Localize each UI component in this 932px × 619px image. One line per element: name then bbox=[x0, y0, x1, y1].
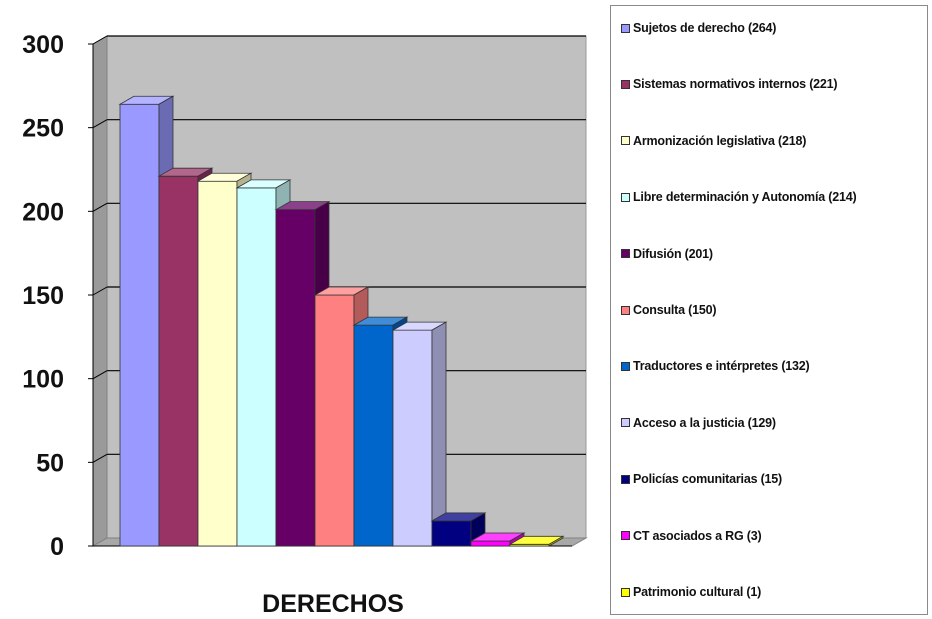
gridline-side bbox=[92, 286, 108, 296]
y-tick-label: 50 bbox=[36, 449, 64, 477]
legend-swatch bbox=[621, 249, 630, 259]
y-tick-label: 250 bbox=[22, 115, 64, 143]
y-tick-label: 100 bbox=[22, 366, 64, 394]
bar-front bbox=[275, 209, 316, 547]
bar-front bbox=[470, 540, 511, 547]
bar-chart: 0 50 100 150 200 250 300 DERECHOS bbox=[22, 31, 588, 618]
gridline-side bbox=[92, 202, 108, 212]
legend-item: Consulta (150) bbox=[621, 303, 717, 317]
bar-front bbox=[431, 520, 472, 547]
bar-front bbox=[158, 175, 199, 547]
legend-label: Acceso a la justicia (129) bbox=[633, 415, 776, 430]
legend-label: Consulta (150) bbox=[633, 303, 717, 317]
legend: Sujetos de derecho (264) Sistemas normati… bbox=[610, 5, 928, 615]
bar-front bbox=[236, 187, 277, 547]
x-axis-label: DERECHOS bbox=[262, 590, 404, 618]
legend-item: Traductores e intérpretes (132) bbox=[621, 359, 810, 373]
bars bbox=[118, 95, 565, 547]
bar-side bbox=[431, 321, 447, 547]
bar-front bbox=[314, 294, 355, 547]
legend-item: Armonización legislativa (218) bbox=[621, 134, 806, 148]
bar bbox=[391, 321, 448, 547]
legend-swatch bbox=[621, 192, 630, 202]
bar-front bbox=[197, 180, 238, 547]
legend-swatch bbox=[621, 305, 630, 315]
legend-label: Libre determinación y Autonomía (214) bbox=[633, 190, 857, 205]
legend-label: Policías comunitarias (15) bbox=[633, 472, 783, 487]
legend-label: Sistemas normativos internos (221) bbox=[633, 77, 838, 92]
legend-item: Patrimonio cultural (1) bbox=[621, 585, 761, 599]
legend-swatch bbox=[621, 361, 630, 371]
gridline-side bbox=[92, 453, 108, 463]
legend-item: Difusión (201) bbox=[621, 247, 713, 261]
legend-item: Sujetos de derecho (264) bbox=[621, 21, 776, 35]
bar-front bbox=[392, 329, 433, 547]
legend-swatch bbox=[621, 79, 630, 89]
legend-item: CT asociados a RG (3) bbox=[621, 528, 762, 543]
y-tick-label: 150 bbox=[22, 282, 64, 310]
legend-item: Policías comunitarias (15) bbox=[621, 472, 782, 486]
gridline-side bbox=[92, 370, 108, 380]
legend-label: Difusión (201) bbox=[633, 246, 713, 261]
legend-label: Sujetos de derecho (264) bbox=[633, 21, 777, 35]
legend-swatch bbox=[621, 136, 630, 146]
legend-swatch bbox=[621, 418, 630, 428]
legend-label: CT asociados a RG (3) bbox=[633, 528, 762, 543]
bar bbox=[430, 512, 487, 547]
bar bbox=[508, 535, 565, 547]
gridline-side bbox=[92, 119, 108, 129]
y-tick-label: 200 bbox=[22, 198, 64, 226]
bar-front bbox=[353, 324, 394, 547]
legend-label: Patrimonio cultural (1) bbox=[633, 585, 762, 599]
legend-swatch bbox=[621, 23, 630, 33]
legend-item: Sistemas normativos internos (221) bbox=[621, 77, 838, 92]
y-tick-label: 300 bbox=[22, 31, 64, 59]
legend-swatch bbox=[621, 531, 630, 541]
legend-label: Traductores e intérpretes (132) bbox=[633, 359, 810, 374]
legend-swatch bbox=[621, 587, 630, 597]
bar-side bbox=[548, 535, 564, 547]
bar-front bbox=[119, 103, 160, 547]
legend-item: Libre determinación y Autonomía (214) bbox=[621, 190, 857, 205]
gridline-side bbox=[92, 35, 108, 45]
legend-swatch bbox=[621, 474, 630, 484]
y-tick-labels: 0 50 100 150 200 250 300 bbox=[22, 31, 64, 561]
legend-label: Armonización legislativa (218) bbox=[633, 133, 807, 148]
y-tick-label: 0 bbox=[50, 533, 64, 561]
legend-item: Acceso a la justicia (129) bbox=[621, 416, 776, 430]
